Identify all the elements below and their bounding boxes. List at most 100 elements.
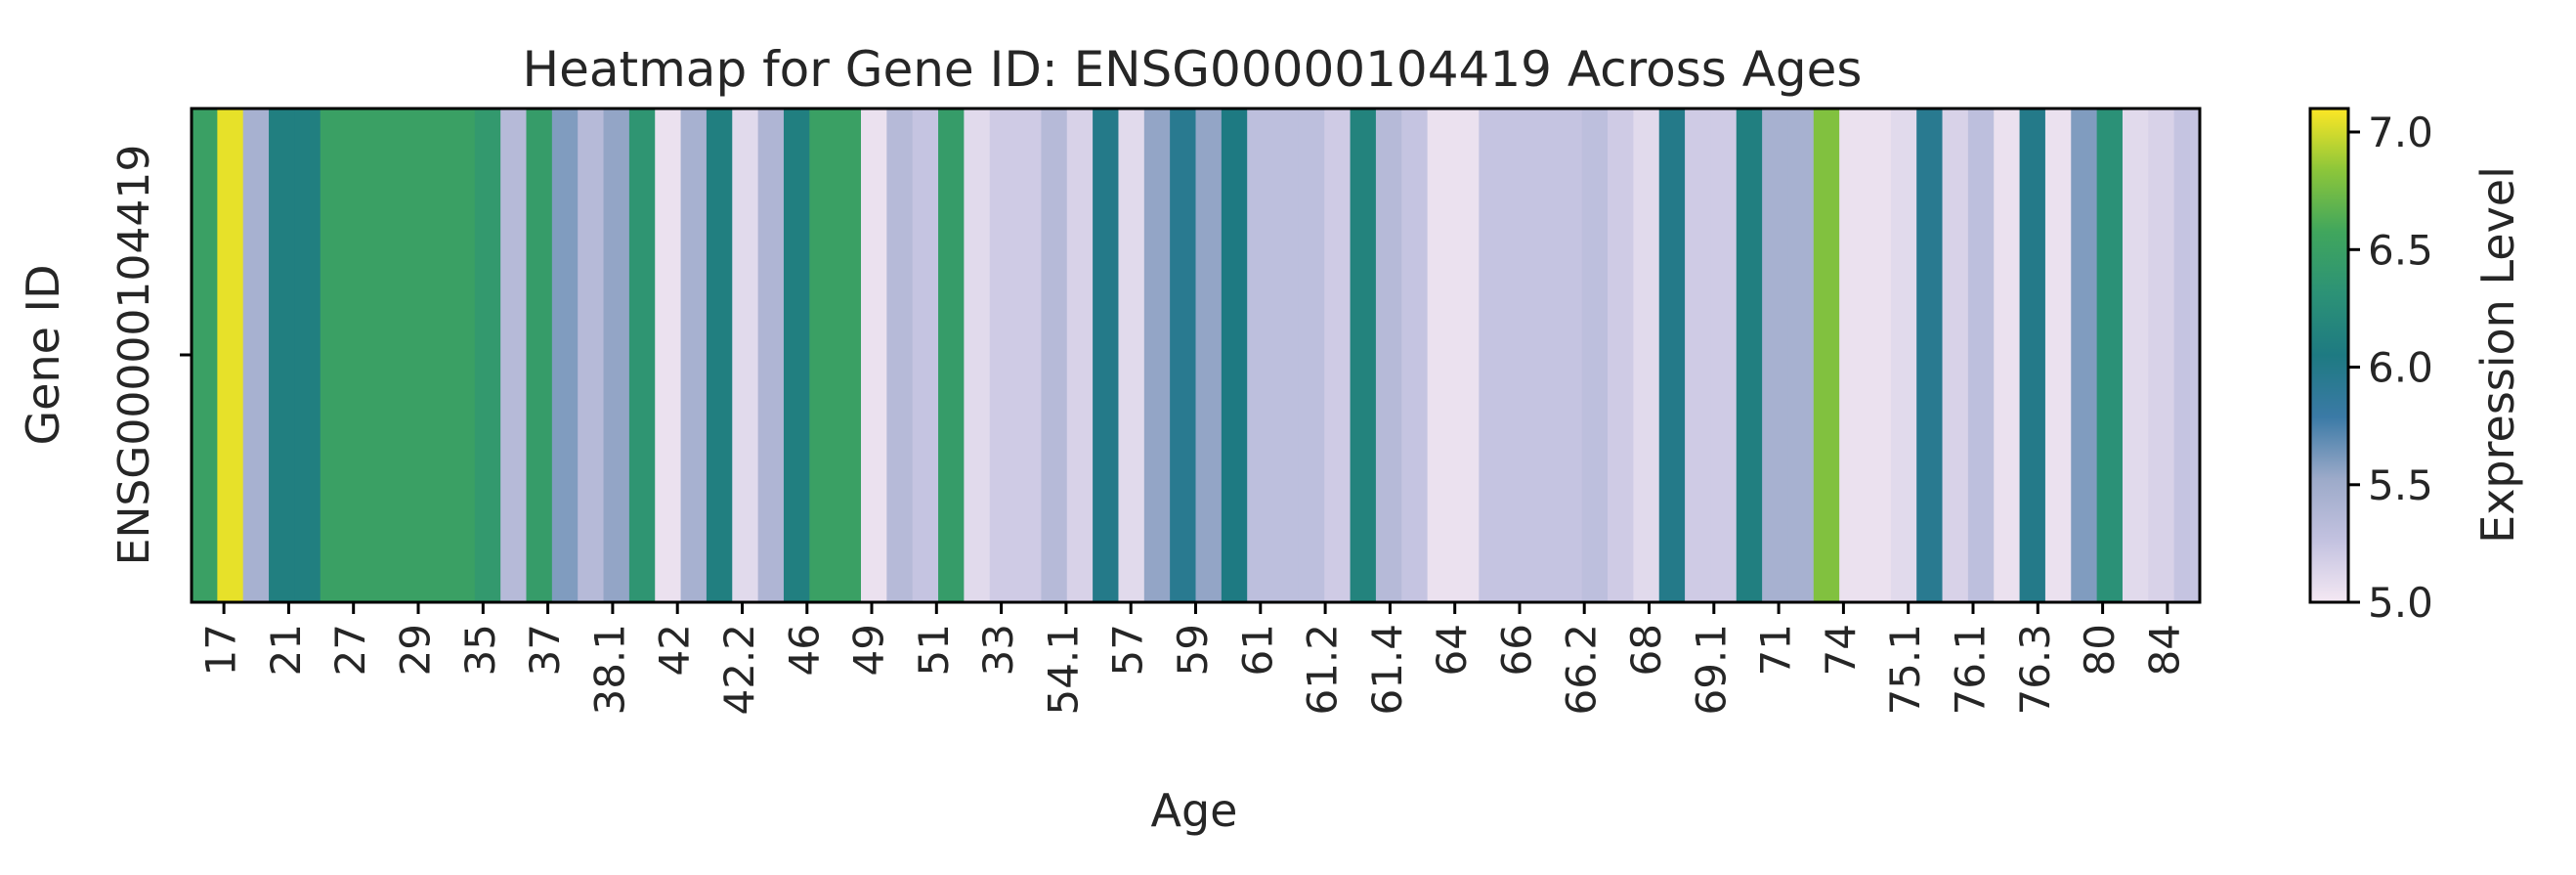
heatmap-cell bbox=[1093, 109, 1120, 602]
colorbar-ticks: 5.0 5.5 6.0 6.5 7.0 bbox=[2348, 109, 2433, 627]
x-tick-label: 61.4 bbox=[1363, 624, 1411, 716]
heatmap-cell bbox=[628, 109, 656, 602]
x-tick-label: 76.3 bbox=[2011, 624, 2059, 716]
heatmap-cell bbox=[1762, 109, 1789, 602]
x-tick-label: 51 bbox=[910, 624, 958, 676]
heatmap-cell bbox=[2096, 109, 2124, 602]
heatmap-cell bbox=[578, 109, 605, 602]
x-tick-label: 49 bbox=[845, 624, 893, 676]
x-tick-label: 46 bbox=[780, 624, 828, 676]
x-tick-label: 61 bbox=[1233, 624, 1281, 676]
heatmap-cell bbox=[706, 109, 733, 602]
heatmap-cell bbox=[1787, 109, 1815, 602]
heatmap-cell bbox=[500, 109, 528, 602]
heatmap-cell bbox=[680, 109, 708, 602]
heatmap-cell bbox=[1967, 109, 1995, 602]
heatmap-cell bbox=[989, 109, 1016, 602]
heatmap-cell bbox=[423, 109, 451, 602]
x-tick-label: 57 bbox=[1104, 624, 1152, 676]
heatmap-cell bbox=[1556, 109, 1583, 602]
heatmap-cell bbox=[1608, 109, 1634, 602]
x-tick-label: 35 bbox=[456, 624, 504, 676]
heatmap-cell bbox=[2019, 109, 2046, 602]
heatmap-cell bbox=[269, 109, 295, 602]
heatmap-cell bbox=[2071, 109, 2098, 602]
chart-title: Heatmap for Gene ID: ENSG00000104419 Acr… bbox=[523, 41, 1863, 98]
x-tick-label: 59 bbox=[1169, 624, 1217, 676]
x-tick-label: 64 bbox=[1428, 624, 1476, 676]
heatmap-cell bbox=[1813, 109, 1840, 602]
x-tick-label: 54.1 bbox=[1039, 624, 1087, 716]
x-tick-label: 75.1 bbox=[1881, 624, 1929, 716]
heatmap-cell bbox=[397, 109, 424, 602]
heatmap-cell bbox=[474, 109, 501, 602]
heatmap-cell bbox=[1375, 109, 1402, 602]
heatmap-cell bbox=[1890, 109, 1917, 602]
x-tick-label: 33 bbox=[974, 624, 1022, 676]
heatmap-cell bbox=[809, 109, 837, 602]
heatmap-cell bbox=[757, 109, 785, 602]
heatmap-cell bbox=[1143, 109, 1171, 602]
heatmap-cell bbox=[242, 109, 270, 602]
x-axis-label: Age bbox=[1151, 784, 1238, 837]
heatmap-cell bbox=[1658, 109, 1686, 602]
x-tick-labels: 17 21 27 29 35 37 38.1 42 42.2 46 49 51 33 54.1 57 59 61… bbox=[197, 602, 2188, 716]
colorbar-label: Expression Level bbox=[2471, 166, 2524, 544]
colorbar-tick-label: 5.0 bbox=[2368, 579, 2433, 627]
colorbar-tick-label: 7.0 bbox=[2368, 109, 2433, 156]
colorbar-tick-label: 6.5 bbox=[2368, 226, 2433, 274]
heatmap-cell bbox=[732, 109, 759, 602]
heatmap-cell bbox=[2148, 109, 2175, 602]
heatmap-cell bbox=[1452, 109, 1480, 602]
heatmap-cell bbox=[1994, 109, 2021, 602]
heatmap-cell bbox=[217, 109, 244, 602]
x-tick-label: 29 bbox=[392, 624, 440, 676]
x-tick-label: 66.2 bbox=[1558, 624, 1606, 716]
heatmap-cell bbox=[1066, 109, 1094, 602]
heatmap-cell bbox=[603, 109, 630, 602]
x-tick-label: 84 bbox=[2140, 624, 2188, 676]
x-tick-label: 42.2 bbox=[715, 624, 763, 716]
heatmap-cell bbox=[1633, 109, 1660, 602]
heatmap-cell bbox=[192, 109, 218, 602]
heatmap-cell bbox=[2122, 109, 2149, 602]
x-tick-label: 71 bbox=[1752, 624, 1800, 676]
heatmap-cell bbox=[835, 109, 862, 602]
heatmap-cell bbox=[1710, 109, 1738, 602]
heatmap-cell bbox=[1195, 109, 1223, 602]
heatmap-cell bbox=[1504, 109, 1531, 602]
heatmap-cell bbox=[912, 109, 939, 602]
heatmap-cells bbox=[192, 109, 2201, 602]
heatmap-cell bbox=[294, 109, 322, 602]
heatmap-cell bbox=[964, 109, 991, 602]
x-tick-label: 76.1 bbox=[1947, 624, 1995, 716]
x-tick-label: 61.2 bbox=[1299, 624, 1347, 716]
x-tick-label: 68 bbox=[1622, 624, 1670, 676]
heatmap-cell bbox=[655, 109, 682, 602]
heatmap-cell bbox=[1942, 109, 1969, 602]
heatmap-cell bbox=[1272, 109, 1300, 602]
x-tick-label: 37 bbox=[521, 624, 569, 676]
heatmap-cell bbox=[1350, 109, 1377, 602]
x-tick-label: 17 bbox=[197, 624, 245, 676]
heatmap-cell bbox=[2173, 109, 2201, 602]
heatmap-cell bbox=[346, 109, 373, 602]
heatmap-cell bbox=[1865, 109, 1892, 602]
y-axis-label: Gene ID bbox=[17, 264, 69, 445]
x-tick-label: 74 bbox=[1817, 624, 1865, 676]
heatmap-cell bbox=[2044, 109, 2072, 602]
heatmap-cell bbox=[1916, 109, 1944, 602]
heatmap-cell bbox=[1736, 109, 1763, 602]
row-tick-label: ENSG00000104419 bbox=[109, 145, 159, 566]
x-tick-label: 27 bbox=[326, 624, 374, 676]
colorbar-tick-label: 5.5 bbox=[2368, 461, 2433, 509]
heatmap-cell bbox=[1401, 109, 1429, 602]
heatmap-cell bbox=[371, 109, 399, 602]
heatmap-cell bbox=[1221, 109, 1248, 602]
heatmap-cell bbox=[1247, 109, 1274, 602]
heatmap-cell bbox=[1118, 109, 1145, 602]
heatmap-cell bbox=[1324, 109, 1352, 602]
heatmap-cell bbox=[1685, 109, 1712, 602]
heatmap-cell bbox=[1581, 109, 1609, 602]
heatmap-cell bbox=[1298, 109, 1325, 602]
